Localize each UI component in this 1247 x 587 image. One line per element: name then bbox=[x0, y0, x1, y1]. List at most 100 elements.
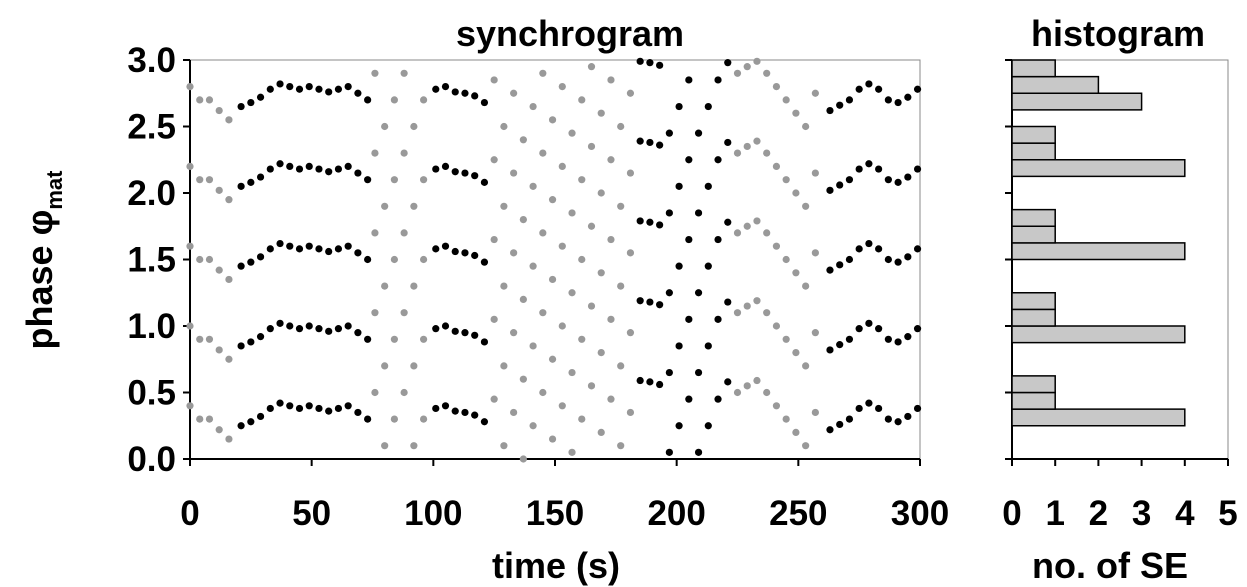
data-point bbox=[325, 247, 333, 256]
data-point bbox=[420, 255, 428, 264]
data-point bbox=[578, 255, 586, 264]
data-point bbox=[733, 69, 742, 77]
data-point bbox=[845, 415, 854, 423]
data-point bbox=[510, 89, 518, 97]
data-point bbox=[510, 169, 518, 177]
histogram-bar bbox=[1011, 408, 1186, 427]
data-point bbox=[568, 368, 576, 377]
data-point bbox=[568, 129, 576, 137]
data-point bbox=[451, 247, 459, 256]
histogram-bar bbox=[1011, 375, 1056, 394]
data-point bbox=[913, 245, 922, 253]
data-point bbox=[836, 420, 844, 429]
data-point bbox=[646, 218, 654, 226]
data-point bbox=[510, 408, 518, 417]
data-point bbox=[276, 239, 284, 248]
data-point bbox=[714, 395, 722, 403]
data-point bbox=[371, 388, 379, 397]
data-point bbox=[215, 346, 223, 354]
data-point bbox=[675, 102, 683, 111]
data-point bbox=[607, 315, 615, 323]
data-point bbox=[529, 102, 537, 111]
data-point bbox=[510, 329, 518, 337]
data-point bbox=[276, 319, 284, 327]
data-point bbox=[344, 162, 352, 170]
data-point bbox=[875, 404, 883, 413]
data-point bbox=[597, 349, 605, 357]
data-point bbox=[400, 229, 408, 237]
data-point bbox=[480, 178, 489, 186]
data-point bbox=[733, 309, 742, 317]
data-point bbox=[334, 245, 343, 253]
data-point bbox=[587, 382, 596, 390]
data-point bbox=[884, 335, 892, 343]
data-point bbox=[295, 85, 304, 93]
x-tick-label: 50 bbox=[292, 494, 331, 533]
data-point bbox=[763, 229, 771, 237]
y-tick-label: 0.5 bbox=[127, 374, 176, 413]
data-point bbox=[568, 209, 576, 217]
y-axis-label-subscript: mat bbox=[42, 170, 67, 210]
data-point bbox=[490, 76, 498, 84]
data-point bbox=[539, 309, 547, 317]
histogram-bar bbox=[1011, 292, 1056, 311]
data-point bbox=[578, 176, 586, 184]
data-point bbox=[607, 156, 615, 164]
data-point bbox=[568, 289, 576, 297]
data-point bbox=[792, 269, 800, 277]
data-point bbox=[354, 169, 362, 177]
data-point bbox=[656, 141, 664, 149]
data-point bbox=[364, 255, 372, 264]
data-point bbox=[753, 376, 761, 385]
data-point bbox=[855, 165, 863, 173]
y-tick-label: 3.0 bbox=[127, 41, 176, 80]
data-point bbox=[295, 245, 304, 253]
data-point bbox=[753, 57, 761, 65]
data-point bbox=[256, 253, 265, 261]
data-point bbox=[266, 165, 274, 173]
data-point bbox=[845, 96, 854, 104]
data-point bbox=[237, 342, 245, 350]
histogram-bar bbox=[1011, 391, 1056, 410]
data-point bbox=[724, 59, 732, 67]
data-point bbox=[432, 325, 440, 333]
data-point bbox=[451, 407, 459, 415]
data-point bbox=[461, 89, 469, 97]
data-point bbox=[617, 442, 625, 450]
data-point bbox=[894, 258, 902, 266]
data-point bbox=[325, 88, 333, 96]
x-tick-label: 3 bbox=[1132, 494, 1151, 533]
data-point bbox=[451, 88, 459, 96]
data-point bbox=[675, 422, 683, 430]
data-point bbox=[704, 422, 712, 430]
data-point bbox=[646, 298, 654, 306]
data-point bbox=[364, 176, 372, 184]
data-point bbox=[782, 255, 790, 264]
data-point bbox=[461, 169, 469, 177]
data-point bbox=[904, 173, 912, 181]
x-tick-label: 1 bbox=[1045, 494, 1064, 533]
data-point bbox=[665, 448, 673, 456]
data-point bbox=[480, 338, 489, 346]
data-point bbox=[558, 162, 566, 170]
data-point bbox=[802, 122, 810, 131]
data-point bbox=[490, 315, 498, 323]
data-point bbox=[256, 93, 265, 101]
data-point bbox=[334, 165, 343, 173]
data-point bbox=[410, 282, 418, 290]
data-point bbox=[519, 136, 527, 144]
data-point bbox=[587, 302, 596, 310]
data-point bbox=[432, 165, 440, 173]
y-tick-label: 1.0 bbox=[127, 307, 176, 346]
data-point bbox=[451, 168, 459, 176]
data-point bbox=[529, 262, 537, 270]
data-point bbox=[305, 242, 313, 250]
data-point bbox=[743, 142, 751, 151]
x-tick-label: 4 bbox=[1175, 494, 1195, 533]
data-point bbox=[836, 261, 844, 269]
histogram-bar bbox=[1011, 59, 1056, 78]
data-point bbox=[256, 173, 265, 181]
data-point bbox=[646, 138, 654, 147]
data-point bbox=[646, 378, 654, 386]
data-point bbox=[607, 395, 615, 403]
